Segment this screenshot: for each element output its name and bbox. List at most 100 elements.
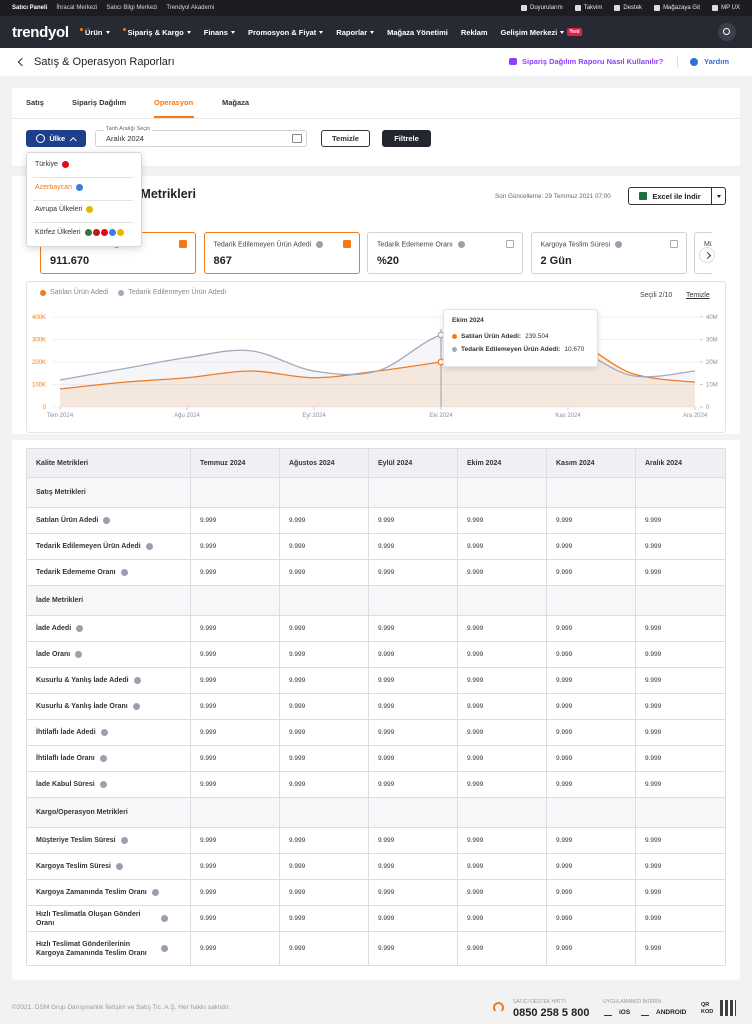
info-icon — [151, 889, 159, 896]
checkbox[interactable] — [179, 240, 187, 248]
section-title: İade Metrikleri — [26, 586, 191, 616]
table-cell: 9.999 — [369, 560, 458, 586]
checkbox[interactable] — [506, 240, 514, 248]
top-item[interactable]: Destek — [614, 5, 642, 11]
divider — [677, 56, 678, 68]
table-cell: 9.999 — [547, 560, 636, 586]
top-item[interactable]: Takvim — [574, 5, 602, 11]
last-updated: Son Güncelleme: 29 Temmuz 2021 07:00 — [495, 193, 611, 200]
ios-link[interactable]: iOS — [619, 1009, 631, 1016]
tooltip-title: Ekim 2024 — [452, 317, 484, 324]
y2-tick-label: 10M — [706, 383, 718, 389]
icon — [654, 5, 661, 11]
table-header-cell: Aralık 2024 — [636, 448, 726, 478]
row-label: Hızlı Teslimat Gönderilerinin Kargoya Za… — [36, 940, 147, 957]
table-cell: 9.999 — [636, 560, 726, 586]
clear-button[interactable]: Temizle — [321, 130, 370, 147]
table-cell: 9.999 — [280, 772, 369, 798]
table-cell: 9.999 — [458, 508, 547, 534]
chevron — [319, 30, 324, 34]
country-button[interactable]: Ülke — [26, 130, 86, 147]
flag — [86, 206, 94, 213]
search-icon — [723, 28, 730, 35]
cards-next[interactable] — [699, 247, 715, 263]
x-tick-label: Kas 2024 — [555, 413, 581, 419]
legend-item[interactable]: Satılan Ürün Adedi — [40, 289, 108, 296]
table-cell: 9.999 — [458, 772, 547, 798]
menu-item[interactable]: Türkiye — [35, 161, 69, 168]
row-label: Tedarik Edememe Oranı — [36, 569, 116, 576]
tab[interactable]: Mağaza — [222, 98, 250, 107]
table-cell: 9.999 — [369, 932, 458, 966]
section-cell — [191, 586, 280, 616]
table-cell: 9.999 — [369, 772, 458, 798]
top-link[interactable]: Satıcı Bilgi Merkezi — [106, 5, 158, 11]
top-link[interactable]: Satıcı Paneli — [12, 5, 48, 11]
nav-item[interactable]: Mağaza Yönetimi — [387, 28, 448, 37]
qr-code[interactable] — [720, 1000, 736, 1016]
menu-item[interactable]: Azerbaycan — [35, 183, 83, 191]
x-tick-label: Tem 2024 — [47, 413, 74, 419]
tab[interactable]: Operasyon — [154, 98, 194, 107]
top-item[interactable]: Mağazaya Git — [654, 5, 700, 11]
nav-item[interactable]: Finans — [204, 28, 235, 37]
date-input[interactable] — [95, 130, 307, 147]
menu-item[interactable]: Avrupa Ülkeleri — [35, 206, 94, 213]
support-phone[interactable]: 0850 258 5 800 — [513, 1007, 590, 1019]
table-header-cell: Kasım 2024 — [547, 448, 636, 478]
table-cell: 9.999 — [191, 508, 280, 534]
nav-item[interactable]: Sipariş & Kargo — [122, 28, 191, 37]
menu-item[interactable]: Körfez Ülkeleri — [35, 228, 124, 236]
chevron — [230, 30, 235, 34]
table-cell: 9.999 — [280, 746, 369, 772]
row-label-cell: İade Adedi — [26, 616, 191, 642]
table-cell: 9.999 — [280, 880, 369, 906]
nav-item[interactable]: Raporlar — [336, 28, 375, 37]
tab-divider — [12, 118, 740, 119]
chevron — [560, 30, 565, 34]
top-link[interactable]: İhracat Merkezi — [56, 5, 98, 11]
nav-item[interactable]: Reklam — [461, 28, 488, 37]
checkbox[interactable] — [669, 240, 678, 248]
section-cell — [369, 798, 458, 828]
guide-link[interactable]: Sipariş Dağılım Raporu Nasıl Kullanılır? — [522, 57, 664, 66]
nav-item[interactable]: Ürün — [80, 28, 110, 37]
metric-card[interactable]: Tedarik Edilemeyen Ürün Adedi 867 — [203, 232, 360, 274]
globe-icon — [36, 134, 46, 143]
table-cell: 9.999 — [191, 828, 280, 854]
tab[interactable]: Sipariş Dağılım — [72, 98, 127, 107]
metric-card[interactable]: Kargoya Teslim Süresi 2 Gün — [530, 232, 687, 274]
nav-item-label: Mağaza Yönetimi — [387, 27, 448, 37]
table-cell: 9.999 — [280, 616, 369, 642]
selection-clear[interactable]: Temizle — [686, 292, 710, 299]
legend-item[interactable]: Tedarik Edilemeyen Ürün Adedi — [118, 289, 226, 296]
menu-divider — [33, 222, 133, 223]
apply-button[interactable]: Filtrele — [382, 130, 431, 147]
nav-item[interactable]: Gelişim Merkezi Yeni — [501, 28, 582, 37]
row-label: Tedarik Edilemeyen Ürün Adedi — [36, 543, 141, 550]
legend-swatch — [40, 289, 46, 296]
table-cell: 9.999 — [547, 694, 636, 720]
tab[interactable]: Satış — [26, 98, 44, 107]
top-link[interactable]: Trendyol Akademi — [166, 5, 215, 11]
table-cell: 9.999 — [636, 828, 726, 854]
metric-card[interactable]: Tedarik Edememe Oranı %20 — [367, 232, 523, 274]
android-link[interactable]: ANDROID — [656, 1009, 687, 1016]
table-cell: 9.999 — [636, 932, 726, 966]
help-link[interactable]: Yardım — [704, 57, 730, 66]
top-item[interactable]: MP UX — [712, 5, 740, 11]
table-cell: 9.999 — [458, 828, 547, 854]
icon — [521, 5, 528, 11]
menu-item-label: Avrupa Ülkeleri — [35, 206, 83, 213]
top-item[interactable]: Duyurularım — [521, 5, 563, 11]
flag — [100, 228, 108, 236]
table-header-cell: Temmuz 2024 — [191, 448, 280, 478]
logo[interactable]: trendyol — [12, 24, 69, 41]
nav-item[interactable]: Promosyon & Fiyat — [248, 28, 324, 37]
info-icon — [99, 755, 107, 762]
excel-dropdown[interactable] — [711, 187, 726, 205]
flag — [61, 161, 69, 168]
table-cell: 9.999 — [458, 932, 547, 966]
checkbox[interactable] — [342, 240, 351, 248]
chevron — [186, 30, 191, 34]
